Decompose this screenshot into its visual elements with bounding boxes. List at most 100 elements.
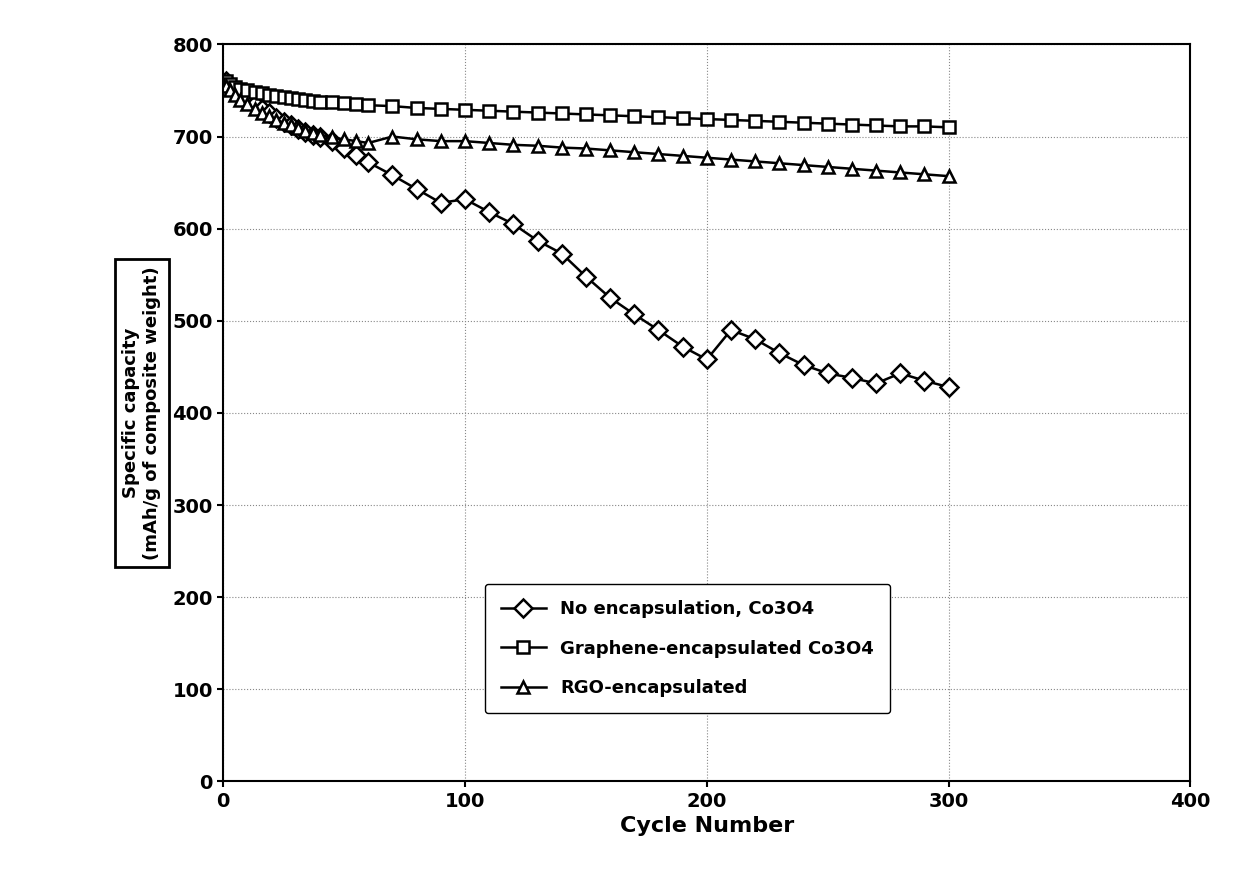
Graphene-encapsulated Co3O4 bbox=[361, 99, 376, 110]
Graphene-encapsulated Co3O4 bbox=[254, 88, 269, 99]
RGO-encapsulated bbox=[796, 160, 811, 170]
RGO-encapsulated bbox=[893, 167, 908, 178]
RGO-encapsulated bbox=[348, 136, 363, 147]
No encapsulation, Co3O4 bbox=[233, 90, 248, 100]
RGO-encapsulated bbox=[748, 156, 763, 167]
Graphene-encapsulated Co3O4 bbox=[916, 121, 931, 131]
RGO-encapsulated bbox=[218, 81, 233, 91]
RGO-encapsulated bbox=[409, 134, 424, 145]
Graphene-encapsulated Co3O4 bbox=[233, 83, 248, 94]
RGO-encapsulated bbox=[458, 136, 472, 147]
No encapsulation, Co3O4 bbox=[748, 334, 763, 345]
Graphene-encapsulated Co3O4 bbox=[277, 91, 291, 102]
X-axis label: Cycle Number: Cycle Number bbox=[620, 816, 794, 836]
No encapsulation, Co3O4 bbox=[228, 85, 243, 96]
RGO-encapsulated bbox=[262, 111, 277, 122]
No encapsulation, Co3O4 bbox=[796, 360, 811, 370]
RGO-encapsulated bbox=[336, 134, 352, 145]
Graphene-encapsulated Co3O4 bbox=[675, 113, 689, 123]
No encapsulation, Co3O4 bbox=[844, 373, 859, 384]
RGO-encapsulated bbox=[723, 155, 738, 165]
Graphene-encapsulated Co3O4 bbox=[336, 98, 352, 108]
RGO-encapsulated bbox=[384, 131, 399, 142]
RGO-encapsulated bbox=[305, 128, 320, 139]
RGO-encapsulated bbox=[433, 136, 448, 147]
Graphene-encapsulated Co3O4 bbox=[651, 112, 666, 123]
No encapsulation, Co3O4 bbox=[218, 76, 233, 87]
Graphene-encapsulated Co3O4 bbox=[262, 90, 277, 100]
RGO-encapsulated bbox=[531, 140, 546, 151]
Line: No encapsulation, Co3O4: No encapsulation, Co3O4 bbox=[219, 75, 955, 393]
Graphene-encapsulated Co3O4 bbox=[626, 111, 642, 122]
RGO-encapsulated bbox=[771, 158, 786, 169]
Legend: No encapsulation, Co3O4, Graphene-encapsulated Co3O4, RGO-encapsulated: No encapsulation, Co3O4, Graphene-encaps… bbox=[485, 583, 890, 713]
No encapsulation, Co3O4 bbox=[433, 197, 448, 208]
No encapsulation, Co3O4 bbox=[820, 368, 835, 378]
No encapsulation, Co3O4 bbox=[247, 99, 262, 109]
Graphene-encapsulated Co3O4 bbox=[348, 99, 363, 109]
No encapsulation, Co3O4 bbox=[723, 325, 738, 336]
Graphene-encapsulated Co3O4 bbox=[239, 85, 255, 96]
RGO-encapsulated bbox=[290, 123, 305, 133]
Graphene-encapsulated Co3O4 bbox=[603, 110, 618, 121]
No encapsulation, Co3O4 bbox=[771, 348, 786, 359]
Graphene-encapsulated Co3O4 bbox=[269, 91, 284, 101]
No encapsulation, Co3O4 bbox=[336, 142, 352, 153]
RGO-encapsulated bbox=[578, 143, 593, 154]
Y-axis label: Specific capacity
(mAh/g of composite weight): Specific capacity (mAh/g of composite we… bbox=[123, 266, 161, 559]
No encapsulation, Co3O4 bbox=[554, 249, 569, 259]
Graphene-encapsulated Co3O4 bbox=[247, 87, 262, 98]
RGO-encapsulated bbox=[254, 107, 269, 118]
No encapsulation, Co3O4 bbox=[893, 368, 908, 378]
No encapsulation, Co3O4 bbox=[325, 136, 340, 147]
No encapsulation, Co3O4 bbox=[699, 354, 714, 365]
RGO-encapsulated bbox=[699, 153, 714, 163]
RGO-encapsulated bbox=[675, 151, 689, 162]
RGO-encapsulated bbox=[603, 145, 618, 155]
RGO-encapsulated bbox=[941, 170, 956, 181]
No encapsulation, Co3O4 bbox=[626, 309, 642, 320]
No encapsulation, Co3O4 bbox=[409, 184, 424, 194]
No encapsulation, Co3O4 bbox=[305, 130, 320, 140]
Graphene-encapsulated Co3O4 bbox=[578, 109, 593, 120]
Graphene-encapsulated Co3O4 bbox=[458, 105, 472, 115]
Graphene-encapsulated Co3O4 bbox=[771, 116, 786, 127]
No encapsulation, Co3O4 bbox=[223, 81, 238, 91]
RGO-encapsulated bbox=[361, 138, 376, 148]
RGO-encapsulated bbox=[481, 138, 496, 148]
Graphene-encapsulated Co3O4 bbox=[554, 108, 569, 119]
RGO-encapsulated bbox=[651, 148, 666, 159]
No encapsulation, Co3O4 bbox=[361, 157, 376, 168]
No encapsulation, Co3O4 bbox=[916, 376, 931, 386]
No encapsulation, Co3O4 bbox=[348, 150, 363, 161]
Graphene-encapsulated Co3O4 bbox=[941, 122, 956, 132]
RGO-encapsulated bbox=[277, 117, 291, 128]
Line: RGO-encapsulated: RGO-encapsulated bbox=[219, 80, 955, 182]
RGO-encapsulated bbox=[868, 165, 883, 176]
RGO-encapsulated bbox=[820, 162, 835, 172]
No encapsulation, Co3O4 bbox=[458, 194, 472, 204]
No encapsulation, Co3O4 bbox=[269, 113, 284, 123]
RGO-encapsulated bbox=[233, 94, 248, 105]
RGO-encapsulated bbox=[298, 126, 312, 137]
No encapsulation, Co3O4 bbox=[506, 218, 521, 229]
Graphene-encapsulated Co3O4 bbox=[284, 92, 299, 103]
Graphene-encapsulated Co3O4 bbox=[481, 106, 496, 116]
RGO-encapsulated bbox=[239, 99, 255, 109]
No encapsulation, Co3O4 bbox=[290, 123, 305, 134]
Graphene-encapsulated Co3O4 bbox=[223, 79, 238, 90]
Line: Graphene-encapsulated Co3O4: Graphene-encapsulated Co3O4 bbox=[219, 75, 955, 133]
No encapsulation, Co3O4 bbox=[262, 108, 277, 119]
No encapsulation, Co3O4 bbox=[675, 341, 689, 352]
Graphene-encapsulated Co3O4 bbox=[820, 118, 835, 129]
RGO-encapsulated bbox=[325, 132, 340, 143]
No encapsulation, Co3O4 bbox=[384, 170, 399, 180]
RGO-encapsulated bbox=[269, 115, 284, 125]
Graphene-encapsulated Co3O4 bbox=[325, 97, 340, 107]
No encapsulation, Co3O4 bbox=[254, 104, 269, 115]
Graphene-encapsulated Co3O4 bbox=[305, 95, 320, 106]
Graphene-encapsulated Co3O4 bbox=[893, 121, 908, 131]
No encapsulation, Co3O4 bbox=[277, 116, 291, 127]
Graphene-encapsulated Co3O4 bbox=[796, 117, 811, 128]
Graphene-encapsulated Co3O4 bbox=[868, 120, 883, 131]
